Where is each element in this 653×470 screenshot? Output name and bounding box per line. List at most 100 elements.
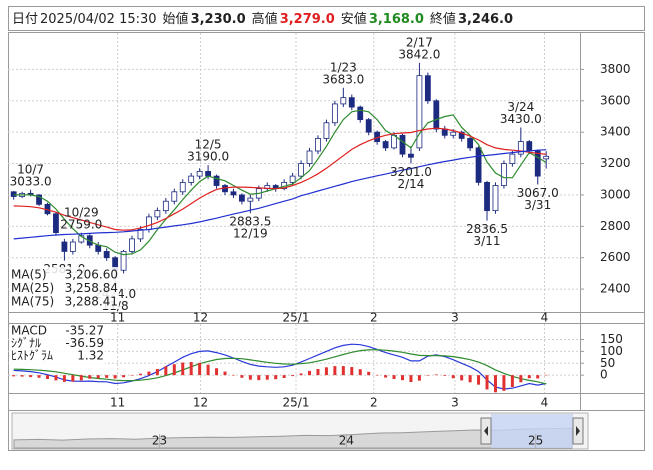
- candle-body: [298, 163, 304, 177]
- candle-body: [441, 128, 448, 136]
- histogram-bar: [536, 375, 540, 379]
- candle-body: [196, 171, 203, 177]
- legend-box: [9, 267, 119, 309]
- histogram-bar: [392, 375, 396, 379]
- x-tick-label: 25/1: [283, 396, 310, 410]
- annotation-date: 3/24: [507, 100, 534, 114]
- candle-body: [509, 153, 516, 164]
- histogram-bar: [46, 375, 49, 379]
- histogram-bar: [477, 375, 481, 385]
- histogram-bar: [138, 373, 142, 376]
- candle-body: [348, 97, 355, 108]
- histogram-bar: [367, 371, 371, 376]
- candle-body: [323, 122, 330, 139]
- histogram-bar: [189, 362, 193, 376]
- header-label: 高値: [252, 11, 278, 27]
- x-tick-label: 3: [451, 311, 459, 325]
- x-tick-label: 4: [541, 396, 549, 410]
- candle-body: [61, 241, 68, 252]
- histogram-bar: [426, 375, 430, 376]
- candle-body: [306, 150, 313, 164]
- legend-name: MA(75): [11, 295, 54, 309]
- histogram-bar: [130, 375, 134, 376]
- annotation-value: 3683.0: [322, 72, 364, 86]
- histogram-bar: [299, 373, 303, 376]
- navigator-selection[interactable]: [491, 414, 573, 448]
- candle-body: [382, 141, 389, 149]
- histogram-bar: [37, 375, 41, 378]
- y-tick-label: 3600: [600, 93, 631, 107]
- histogram-bar: [460, 375, 464, 381]
- histogram-bar: [155, 368, 159, 376]
- histogram-bar: [54, 375, 58, 381]
- x-tick-label: 2: [370, 396, 378, 410]
- annotation-date: 12/19: [233, 227, 268, 241]
- histogram-bar: [502, 375, 506, 391]
- annotation-value: 2759.0: [60, 217, 102, 231]
- histogram-bar: [274, 375, 278, 380]
- histogram-bar: [308, 370, 312, 376]
- histogram-bar: [316, 368, 320, 376]
- histogram-bar: [375, 374, 379, 376]
- moving-average-line: [13, 149, 547, 240]
- annotation-value: 2883.5: [229, 215, 271, 229]
- candle-body: [416, 75, 423, 149]
- x-tick-label: 4: [541, 311, 549, 325]
- histogram-bar: [401, 375, 404, 381]
- histogram-bar: [96, 375, 100, 379]
- header-value: 3,230.0: [191, 12, 246, 27]
- candle-body: [239, 194, 245, 202]
- annotation-value: 3842.0: [398, 47, 440, 61]
- candle-body: [517, 141, 524, 155]
- histogram-bar: [265, 375, 269, 380]
- candle-body: [289, 175, 296, 183]
- histogram-bar: [181, 362, 185, 376]
- header-text: 日付 2025/04/02 15:30 始値 3,230.0 高値 3,279.0 安値 3,…: [12, 11, 513, 27]
- legend-value: -35.27: [65, 324, 104, 338]
- histogram-bar: [324, 367, 328, 376]
- histogram-bar: [88, 375, 92, 379]
- macd-line: [13, 349, 547, 385]
- annotation-date: 3/31: [524, 198, 551, 212]
- candle-body: [399, 134, 406, 155]
- candle-body: [492, 185, 499, 212]
- annotation-date: 2/17: [406, 35, 433, 49]
- y-tick-label: 3200: [600, 156, 631, 170]
- annotation-date: 12/5: [195, 138, 222, 152]
- x-tick-label: 3: [451, 396, 459, 410]
- y-tick-label: 100: [600, 344, 623, 358]
- histogram-bar: [240, 375, 244, 378]
- candle-body: [36, 194, 42, 205]
- annotation-date: 3/11: [474, 234, 501, 248]
- candle-body: [154, 210, 161, 218]
- moving-average-line: [13, 109, 547, 256]
- histogram-bar: [519, 375, 523, 383]
- histogram-bar: [164, 366, 168, 376]
- candle-body: [501, 163, 507, 186]
- histogram-bar: [417, 375, 421, 381]
- candle-body: [458, 131, 465, 139]
- y-tick-label: 2400: [600, 282, 631, 296]
- candle-body: [103, 251, 110, 259]
- candle-body: [120, 251, 127, 271]
- candle-body: [526, 141, 533, 152]
- candle-body: [475, 147, 482, 183]
- navigator[interactable]: 23 24 25: [11, 412, 589, 450]
- y-tick-label: 2600: [600, 250, 631, 264]
- candle-body: [331, 103, 338, 124]
- histogram-bar: [71, 375, 75, 382]
- header-value: 3,246.0: [458, 12, 513, 27]
- histogram-bar: [29, 375, 33, 378]
- x-tick-label: 11: [110, 396, 125, 410]
- y-tick-label: 0: [600, 368, 608, 382]
- histogram-bar: [468, 375, 472, 383]
- candle-body: [365, 119, 372, 133]
- histogram-bar: [282, 375, 286, 379]
- handle-arrow: [576, 426, 580, 436]
- histogram-bar: [215, 368, 219, 376]
- legend-value: -36.59: [65, 336, 104, 350]
- legend-name: MA(25): [11, 281, 54, 295]
- histogram-bar: [493, 375, 497, 393]
- annotation-value: 3201.0: [390, 165, 432, 179]
